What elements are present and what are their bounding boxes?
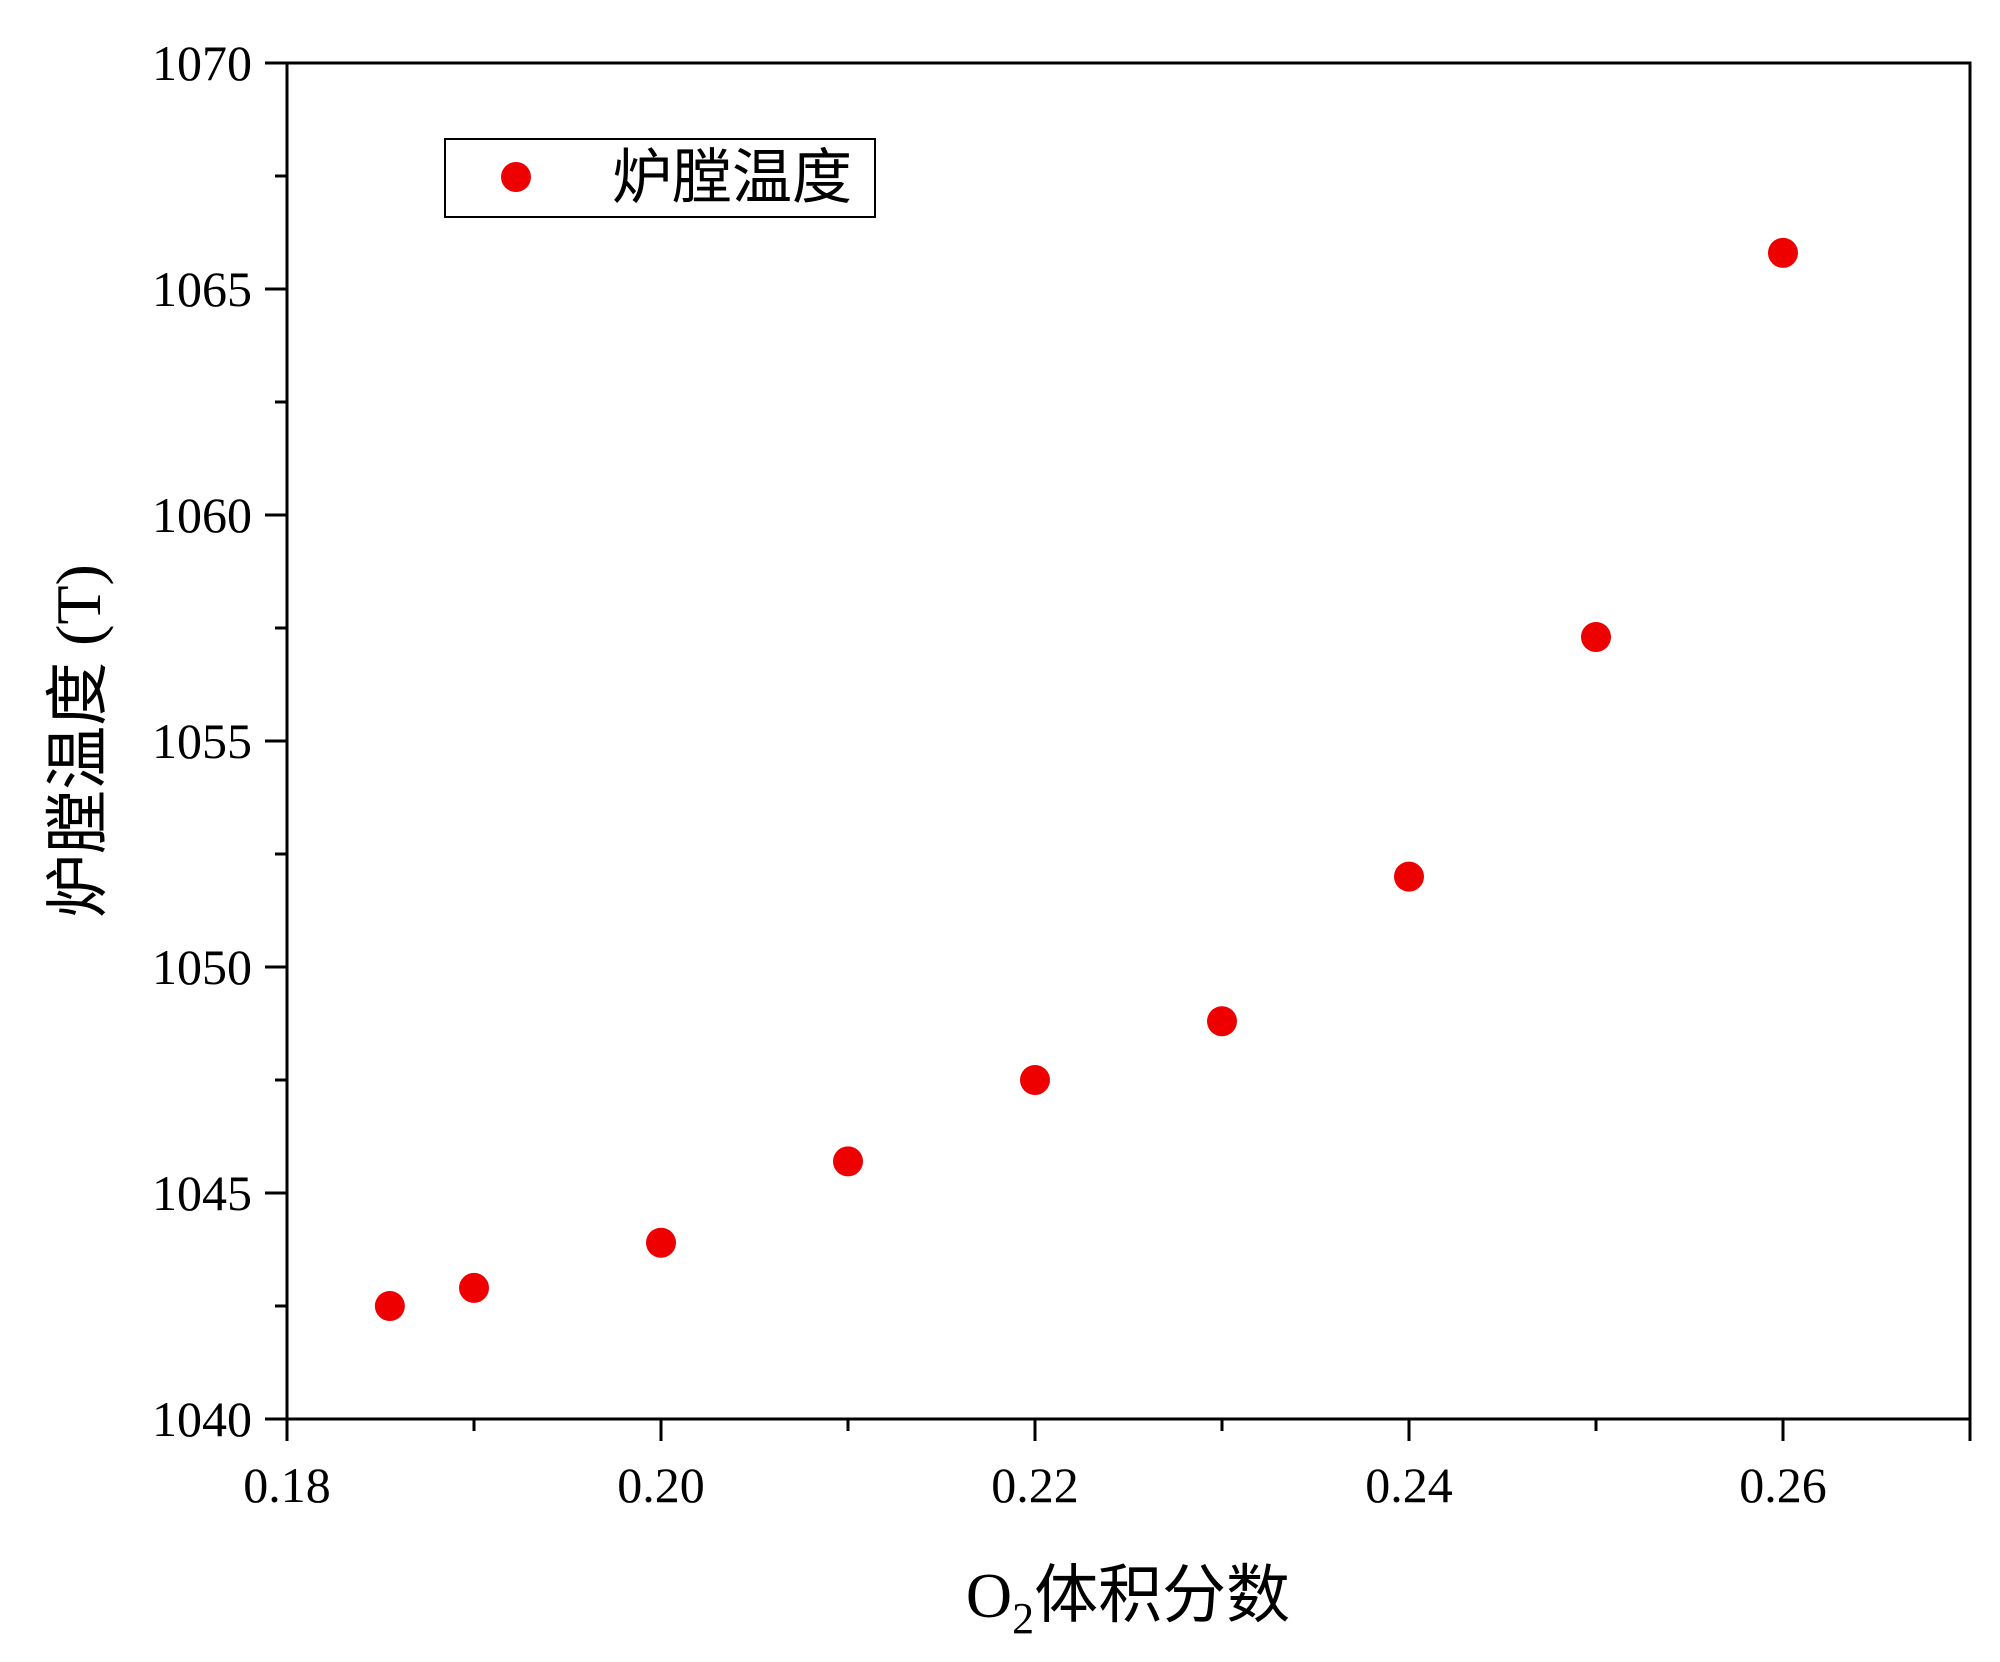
- data-point: [374, 1291, 405, 1321]
- y-tick-label: 1060: [152, 487, 252, 543]
- y-tick-label: 1055: [152, 713, 252, 769]
- x-axis-title-rest: 体积分数: [1034, 1560, 1290, 1631]
- y-axis-title: 炉膛温度 (T): [43, 564, 114, 918]
- x-tick-label: 0.22: [991, 1457, 1079, 1513]
- y-axis: 1040 1045 1050 1055 1060 1065 1070: [152, 35, 287, 1447]
- data-points: [374, 237, 1798, 1321]
- legend-marker: [501, 162, 531, 192]
- x-axis-title: O2体积分数: [966, 1560, 1290, 1643]
- x-tick-label: 0.20: [617, 1457, 705, 1513]
- data-point: [1207, 1006, 1237, 1037]
- x-tick-label: 0.26: [1739, 1457, 1827, 1513]
- y-tick-label: 1050: [152, 939, 252, 995]
- y-tick-label: 1040: [152, 1391, 252, 1447]
- plot-frame: [285, 61, 1972, 1421]
- data-point: [1020, 1065, 1050, 1095]
- x-axis-title-main: O: [966, 1560, 1012, 1631]
- data-point: [1581, 622, 1611, 653]
- x-axis: 0.18 0.20 0.22 0.24 0.26: [243, 1419, 1972, 1513]
- legend: 炉膛温度: [444, 138, 876, 218]
- data-point: [1768, 237, 1798, 268]
- data-point: [459, 1272, 489, 1303]
- data-point: [833, 1146, 863, 1177]
- x-tick-label: 0.24: [1365, 1457, 1453, 1513]
- x-axis-title-subscript: 2: [1012, 1594, 1034, 1643]
- y-tick-label: 1045: [152, 1165, 252, 1221]
- data-point: [646, 1227, 676, 1258]
- data-point: [1394, 861, 1424, 892]
- x-tick-label: 0.18: [243, 1457, 331, 1513]
- legend-label: 炉膛温度: [612, 145, 852, 211]
- y-tick-label: 1065: [152, 261, 252, 317]
- y-tick-label: 1070: [152, 35, 252, 91]
